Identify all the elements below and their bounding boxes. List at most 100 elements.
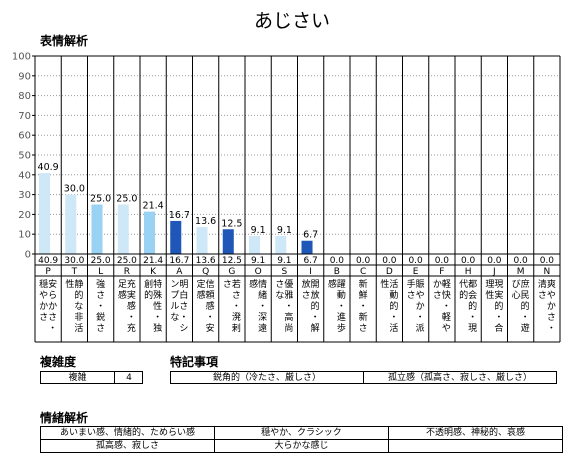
category-label-char: 尚 — [284, 322, 293, 334]
category-label-char: 躍 — [337, 279, 346, 290]
category-label-char: や — [39, 290, 48, 301]
category-label-char: 活 — [74, 322, 83, 334]
category-code: D — [386, 267, 393, 277]
value-cell: 9.1 — [277, 256, 291, 266]
bar — [65, 194, 77, 254]
category-label-char: び — [512, 279, 521, 290]
category-label-char: ・ — [416, 313, 425, 323]
category-label-char: ・ — [547, 324, 556, 334]
category-code: O — [255, 267, 262, 277]
emotion-table: あいまい感、情緒的、ためらい感 穏やか、クラシック 不透明感、神秘的、哀感 孤高… — [40, 426, 563, 453]
category-label-char: 放 — [302, 278, 311, 290]
category-code: H — [465, 267, 472, 277]
category-label-char: か — [416, 301, 425, 312]
category-code: I — [309, 267, 312, 277]
category-label-char: 清 — [538, 278, 547, 290]
value-cell: 9.1 — [251, 256, 265, 266]
category-code: M — [517, 267, 525, 277]
category-label-char: ・ — [127, 313, 136, 323]
value-cell: 0.0 — [513, 256, 528, 266]
category-code: N — [544, 267, 551, 277]
category-label-char: 感 — [249, 278, 258, 290]
bar-value-label: 13.6 — [195, 216, 216, 227]
category-label-char: か — [547, 301, 556, 312]
category-label-char: 民 — [521, 290, 530, 301]
category-label-char: 開 — [311, 279, 320, 290]
category-label-char: 手 — [407, 278, 416, 290]
bar-value-label: 12.5 — [221, 218, 242, 229]
bar-value-label: 25.0 — [116, 194, 137, 205]
special-notes-box: 鋭角的（冷たさ、厳しさ） 孤立感（孤高さ、寂しさ、厳しさ） — [170, 371, 557, 384]
y-tick-label: 90 — [18, 71, 31, 82]
value-cell: 25.0 — [117, 256, 137, 266]
category-label-char: か — [433, 279, 442, 290]
category-label-char: な — [170, 312, 179, 323]
value-cell: 0.0 — [382, 256, 397, 266]
y-tick-label: 70 — [18, 111, 31, 122]
category-label-char: 派 — [416, 323, 425, 334]
category-label-char: 的 — [311, 300, 320, 312]
category-code: Q — [202, 267, 209, 277]
category-code: B — [334, 267, 340, 277]
category-label-char: 進 — [337, 311, 346, 323]
value-cell: 21.4 — [143, 256, 163, 266]
category-label-char: ・ — [494, 313, 503, 323]
category-label-char: さ — [48, 312, 57, 323]
category-label-char: 性 — [65, 278, 74, 290]
bar — [117, 204, 129, 254]
bar — [275, 235, 287, 254]
bar — [249, 235, 261, 254]
category-code: L — [98, 267, 103, 277]
category-label-char: 感 — [127, 300, 136, 312]
category-label-char: 快 — [442, 289, 451, 301]
category-label-char: シ — [179, 324, 188, 334]
y-tick-label: 60 — [18, 131, 31, 142]
category-label-char: 爽 — [547, 279, 556, 290]
category-label-char: ・ — [258, 302, 267, 312]
special-notes-heading: 特記事項 — [170, 355, 219, 369]
category-label-char: 性 — [380, 278, 389, 290]
category-label-char: 代 — [459, 279, 468, 290]
value-cell: 0.0 — [330, 256, 345, 266]
category-label-char: 実 — [127, 289, 136, 301]
y-tick-label: 80 — [18, 91, 31, 102]
category-code: A — [176, 267, 183, 277]
category-label-char: か — [39, 301, 48, 312]
category-code: E — [413, 267, 419, 277]
category-label-char: や — [547, 290, 556, 301]
category-label-char: 的 — [389, 300, 398, 312]
value-cell: 30.0 — [64, 256, 84, 266]
bar — [144, 211, 156, 254]
y-tick-label: 40 — [18, 170, 31, 181]
y-tick-label: 50 — [18, 151, 31, 162]
category-label-char: 若 — [232, 278, 241, 290]
category-label-char: 殊 — [153, 289, 162, 301]
value-cell: 12.5 — [222, 256, 242, 266]
value-cell: 0.0 — [461, 256, 476, 266]
category-code: F — [439, 267, 444, 277]
category-label-char: 感 — [206, 300, 215, 312]
category-label-char: 的 — [144, 289, 153, 301]
emotion-analysis-heading: 情緒解析 — [40, 411, 89, 425]
category-label-char: ン — [170, 280, 179, 290]
category-label-char: 活 — [389, 322, 398, 334]
category-label-char: 緒 — [258, 289, 267, 301]
category-label-char: 頼 — [206, 290, 215, 301]
y-tick-label: 30 — [18, 190, 31, 201]
value-cell: 0.0 — [487, 256, 502, 266]
category-label-char: ・ — [468, 313, 477, 323]
value-cell: 25.0 — [91, 256, 111, 266]
category-label-char: 遠 — [258, 322, 267, 334]
category-label-char: 性 — [485, 289, 494, 301]
category-label-char: 軽 — [442, 312, 451, 323]
bar — [91, 204, 103, 254]
emotion-row-2: 孤高感、寂しさ 大らかな感じ — [41, 440, 389, 452]
category-code: R — [124, 267, 130, 277]
category-code: T — [71, 267, 78, 277]
value-cell: 0.0 — [408, 256, 423, 266]
category-label-char: さ — [223, 279, 232, 290]
category-label-char: ・ — [311, 313, 320, 323]
complexity-label: 複雑 — [41, 372, 115, 383]
category-label-char: 安 — [48, 278, 57, 290]
category-label-char: ・ — [179, 313, 188, 323]
